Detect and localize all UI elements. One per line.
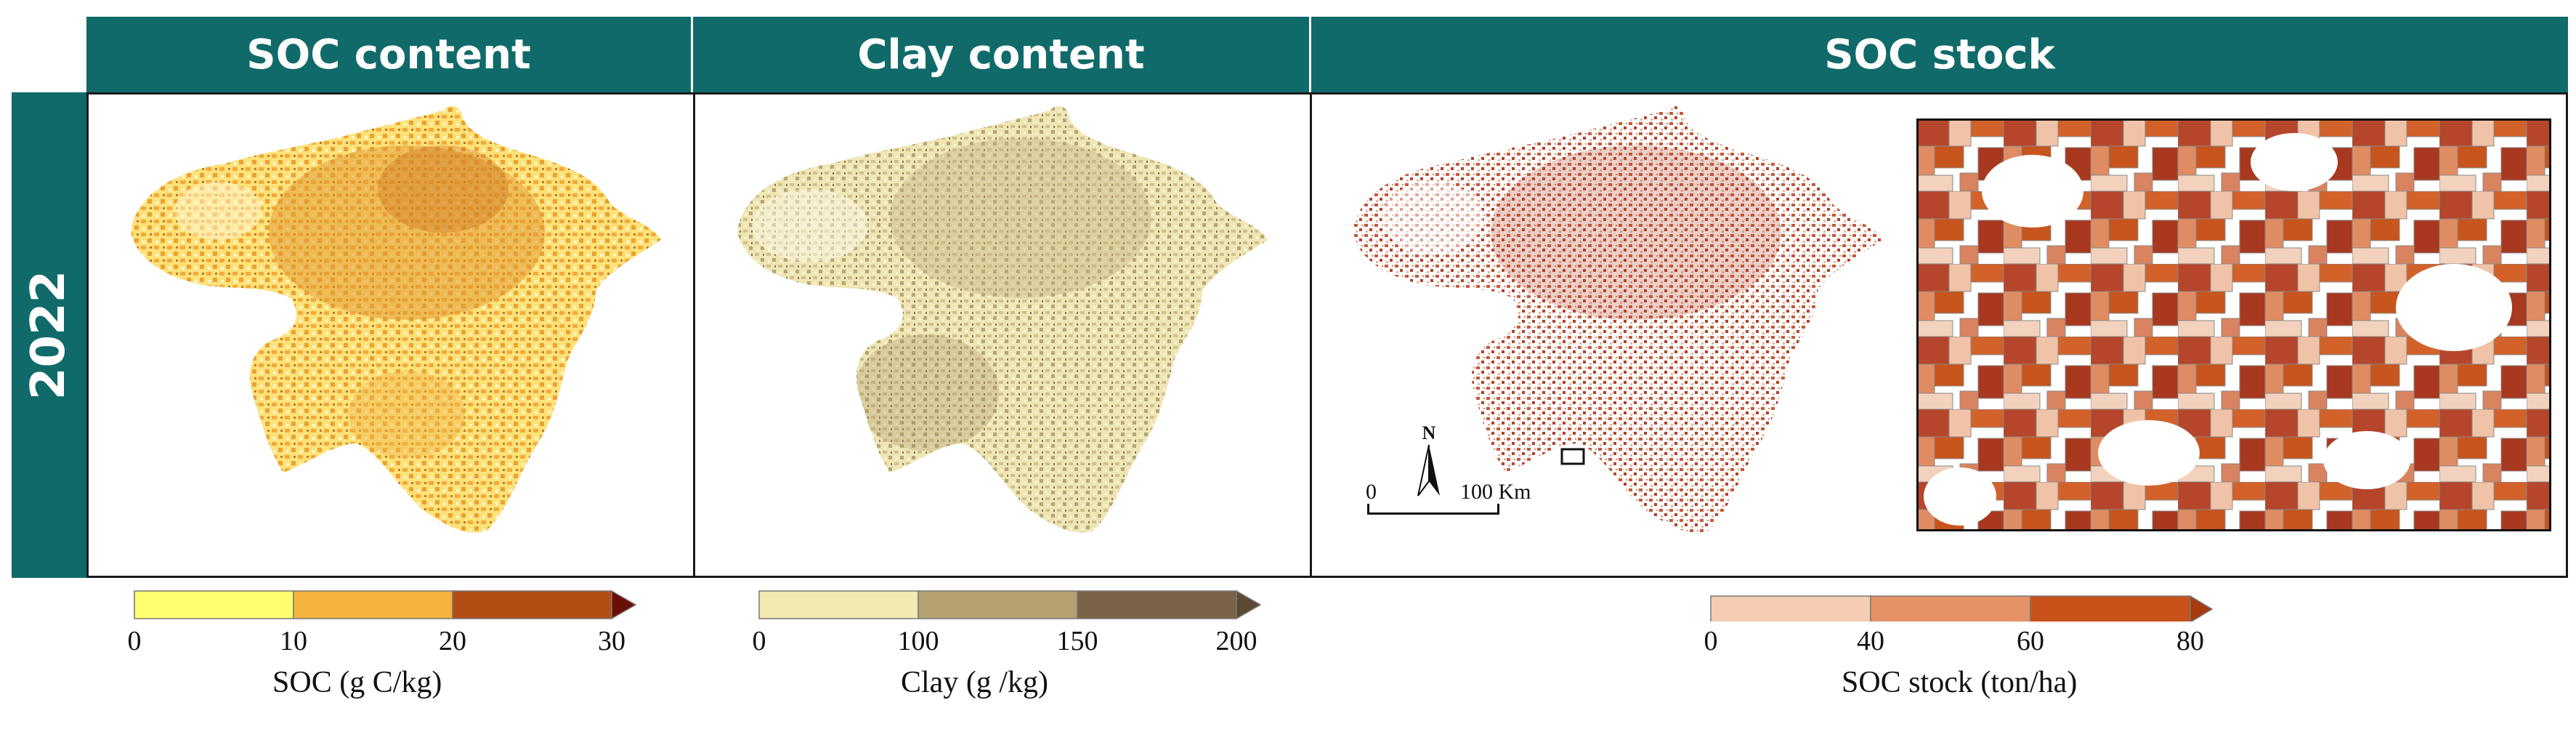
header-soc-content: SOC content — [86, 17, 693, 92]
map-frame — [86, 92, 2568, 578]
legend-clay-title: Clay (g /kg) — [901, 666, 1048, 699]
clay-content-map — [737, 106, 1268, 533]
legend-soc-title: SOC (g C/kg) — [272, 666, 442, 699]
inset-fields — [1916, 118, 2551, 531]
legend-stock-tick-0: 0 — [1704, 626, 1718, 656]
panel-divider-1 — [693, 92, 695, 578]
legend-soc-tick-2: 20 — [439, 626, 466, 656]
header-clay-content-label: Clay content — [857, 31, 1145, 79]
legend-soc-tick-1: 10 — [280, 626, 307, 656]
legend-stock-title: SOC stock (ton/ha) — [1842, 666, 2078, 699]
panel-divider-2 — [1310, 92, 1312, 578]
header-clay-content: Clay content — [693, 17, 1311, 92]
legend-clay-tick-2: 150 — [1056, 626, 1098, 656]
header-soc-stock: SOC stock — [1311, 17, 2568, 92]
legend-clay-bar — [758, 590, 1262, 620]
legend-soc-stock-bar — [1710, 595, 2214, 622]
legend-stock-tick-2: 60 — [2017, 626, 2044, 656]
inset-zoom-map — [1916, 118, 2551, 531]
header-soc-stock-label: SOC stock — [1824, 31, 2055, 79]
legend-soc-stock: 0 40 60 80 SOC stock (ton/ha) — [1700, 585, 2223, 731]
header-soc-content-label: SOC content — [246, 31, 531, 79]
year-cell: 2022 — [12, 92, 86, 578]
legend-soc: 0 10 20 30 SOC (g C/kg) — [127, 585, 650, 731]
north-arrow-label: N — [1422, 423, 1436, 443]
legend-clay-tick-1: 100 — [897, 626, 939, 656]
soc-content-map — [131, 106, 661, 533]
legend-soc-bar — [134, 590, 637, 620]
inset-locator-box — [1560, 448, 1585, 465]
north-arrow-icon: N — [1417, 423, 1440, 496]
legend-soc-tick-3: 30 — [598, 626, 625, 656]
year-label: 2022 — [22, 270, 76, 401]
scale-bar-start: 0 — [1366, 480, 1377, 504]
scale-bar-end: 100 Km — [1460, 480, 1531, 504]
legend-stock-tick-3: 80 — [2176, 626, 2204, 656]
scale-bar: 0 100 Km — [1366, 480, 1540, 523]
legend-stock-tick-1: 40 — [1857, 626, 1884, 656]
legend-clay-tick-3: 200 — [1215, 626, 1257, 656]
soc-content-fields — [131, 106, 661, 533]
clay-content-fields — [737, 106, 1268, 533]
legend-soc-tick-0: 0 — [127, 626, 142, 656]
soc-stock-map — [1353, 106, 1883, 533]
legend-clay: 0 100 150 200 Clay (g /kg) — [752, 585, 1275, 731]
soc-stock-fields — [1353, 106, 1883, 533]
legend-clay-tick-0: 0 — [752, 626, 766, 656]
